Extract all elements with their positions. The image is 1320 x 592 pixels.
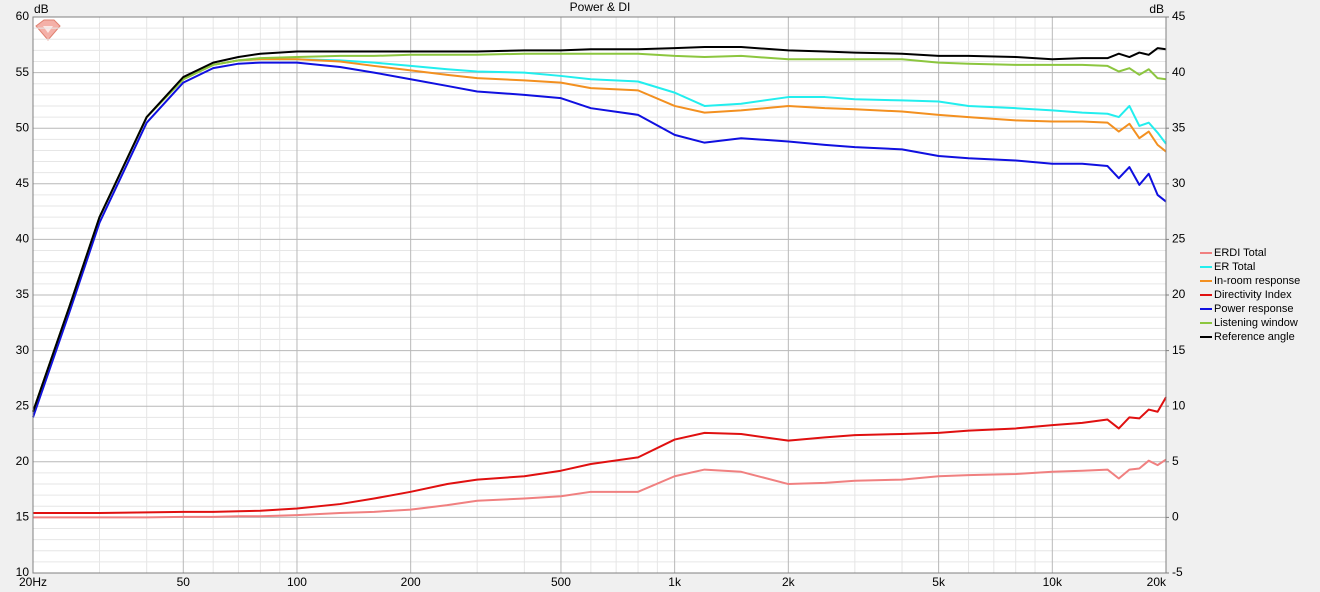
y2-axis-label: dB (1149, 2, 1164, 16)
y-tick-label: 45 (16, 176, 30, 190)
y-tick-label: 55 (16, 65, 30, 79)
series-line (33, 396, 1167, 514)
series-line (32, 46, 1167, 413)
y2-tick-label: 10 (1172, 398, 1186, 412)
y2-tick-label: 40 (1172, 65, 1186, 79)
legend-label: Directivity Index (1214, 289, 1292, 301)
series-line (33, 458, 1167, 519)
legend-label: ERDI Total (1214, 247, 1266, 259)
x-tick-label: 50 (177, 575, 191, 589)
legend: ERDI Total ER Total In-room response Direct… (1200, 247, 1300, 343)
y2-tick-label: 20 (1172, 287, 1186, 301)
y-tick-label: 35 (16, 287, 30, 301)
y-tick-label: 30 (16, 343, 30, 357)
y-tick-label: 50 (16, 120, 30, 134)
y2-tick-label: 5 (1172, 454, 1179, 468)
y2-tick-label: 0 (1172, 510, 1179, 524)
legend-label: ER Total (1214, 261, 1255, 273)
y2-tick-label: 45 (1172, 9, 1186, 23)
series-lines (32, 46, 1167, 519)
y-axis-label: dB (34, 2, 49, 16)
y-tick-label: 25 (16, 398, 30, 412)
y2-tick-label: 35 (1172, 120, 1186, 134)
grid (32, 16, 1167, 574)
legend-label: Reference angle (1214, 331, 1295, 343)
x-tick-label: 20k (1147, 575, 1167, 589)
y2-tick-label: 25 (1172, 232, 1186, 246)
y-tick-label: 10 (16, 565, 30, 579)
y2-tick-label: 30 (1172, 176, 1186, 190)
x-tick-label: 5k (932, 575, 946, 589)
x-tick-label: 2k (782, 575, 796, 589)
y2-tick-label: 15 (1172, 343, 1186, 357)
y-tick-label: 60 (16, 9, 30, 23)
x-tick-label: 1k (668, 575, 682, 589)
y-tick-label: 40 (16, 232, 30, 246)
chart-title: Power & DI (570, 0, 631, 14)
y-tick-label: 15 (16, 510, 30, 524)
legend-label: Listening window (1214, 317, 1298, 329)
legend-label: In-room response (1214, 275, 1300, 287)
x-tick-label: 200 (401, 575, 421, 589)
x-tick-label: 10k (1043, 575, 1063, 589)
y2-tick-label: -5 (1172, 565, 1183, 579)
x-tick-label: 500 (551, 575, 571, 589)
series-line (32, 61, 1167, 418)
y-tick-label: 20 (16, 454, 30, 468)
x-tick-label: 20Hz (19, 575, 47, 589)
series-line (32, 52, 1167, 413)
x-tick-label: 100 (287, 575, 307, 589)
legend-label: Power response (1214, 303, 1294, 315)
axis-labels: 10 15 20 25 30 35 40 45 50 55 60 -5 0 5 10 15 20 25 30 35 40… (16, 9, 1186, 589)
